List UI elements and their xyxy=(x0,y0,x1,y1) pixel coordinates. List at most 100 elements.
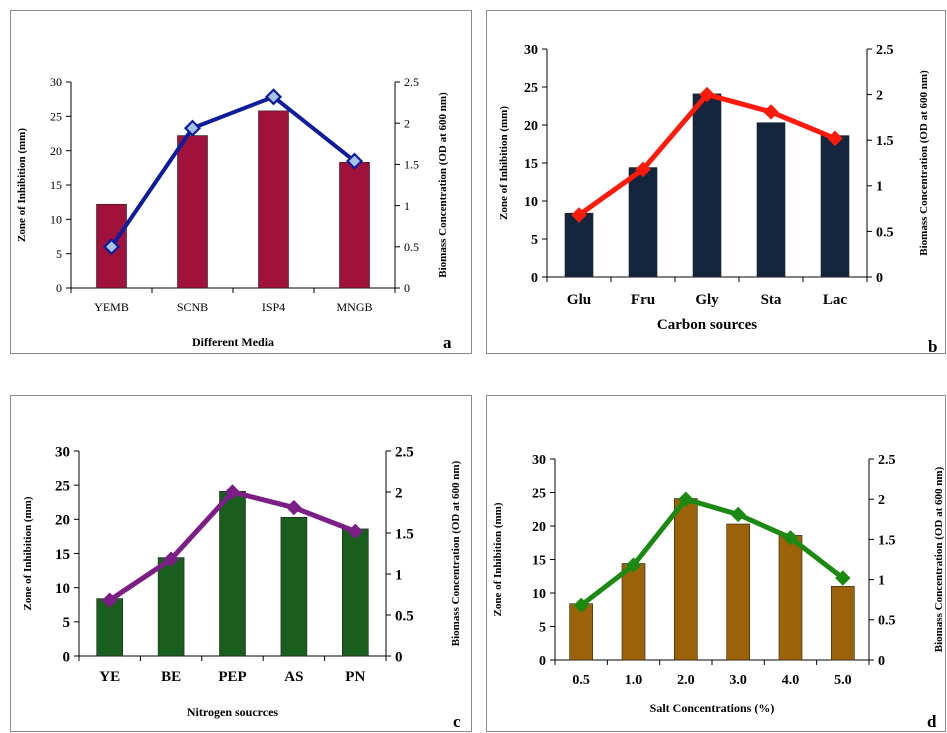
bar xyxy=(258,110,289,289)
y-axis-title: Zone of Inhibition (mm) xyxy=(492,502,504,616)
y2-tick-label: 0.5 xyxy=(395,608,414,624)
y-tick-label: 15 xyxy=(50,178,62,192)
y2-tick-label: 0 xyxy=(876,271,883,286)
category-label: MNGB xyxy=(336,300,372,314)
category-label: 3.0 xyxy=(729,673,747,688)
chart-c-canvas: 0 5 10 15 20 25 30 0 0.5 1 1.5 2 2.5 YE BE PEP AS PN Nitro… xyxy=(22,444,462,719)
y-tick-label: 30 xyxy=(55,444,70,460)
y2-axis-title: Biomass Concentration (OD at 600 nm) xyxy=(918,70,930,256)
y-tick-label: 25 xyxy=(50,110,62,124)
category-label: Gly xyxy=(695,292,719,308)
y-tick-label: 5 xyxy=(63,615,71,631)
line-marker xyxy=(163,551,179,567)
y2-tick-label: 1.5 xyxy=(878,533,896,548)
line-marker xyxy=(699,86,715,103)
x-axis-title: Salt Concentrations (%) xyxy=(650,701,775,715)
line-marker xyxy=(264,88,283,106)
y-tick-label: 5 xyxy=(531,233,538,248)
y-tick-label: 10 xyxy=(524,195,538,210)
bar xyxy=(621,563,646,661)
y2-tick-label: 1 xyxy=(876,180,883,195)
y-tick-label: 0 xyxy=(56,281,62,295)
y2-tick-label: 0.5 xyxy=(876,225,894,240)
line-marker xyxy=(625,557,642,573)
y-tick-label: 20 xyxy=(524,119,538,134)
category-label: SCNB xyxy=(177,300,208,314)
y2-tick-label: 0.5 xyxy=(878,614,896,629)
category-label: Lac xyxy=(823,292,848,308)
y2-tick-label: 1.5 xyxy=(404,158,419,172)
y2-axis-title: Biomass Concentration (OD at 600 nm) xyxy=(437,92,449,278)
y2-tick-label: 1.5 xyxy=(876,134,894,149)
x-axis-title: Carbon sources xyxy=(657,317,757,333)
y-tick-label: 30 xyxy=(532,453,546,468)
y-axis-title: Zone of Inhibition (mm) xyxy=(16,128,28,242)
bar xyxy=(726,523,750,661)
line-marker xyxy=(835,570,851,586)
chart-panel-b: 0 5 10 15 20 25 30 0 0.5 1 1.5 2 2.5 Glu Fru Gly Sta Lac C… xyxy=(486,10,946,356)
y-tick-label: 30 xyxy=(50,75,62,89)
bar xyxy=(341,528,369,657)
category-label: AS xyxy=(284,669,303,685)
panel-label-c: c xyxy=(453,712,461,731)
y-tick-label: 15 xyxy=(55,547,70,563)
bar xyxy=(339,162,370,289)
line-marker xyxy=(678,491,694,507)
y2-tick-label: 1 xyxy=(404,199,410,213)
bar xyxy=(756,122,786,278)
y-tick-label: 15 xyxy=(532,553,546,568)
y2-tick-label: 0 xyxy=(395,649,403,665)
category-label: ISP4 xyxy=(262,300,285,314)
category-label: 1.0 xyxy=(625,673,643,688)
bar xyxy=(674,498,698,661)
y2-tick-label: 2.5 xyxy=(878,453,896,468)
y-axis-title: Zone of Inhibition (mm) xyxy=(498,106,510,220)
chart-a-canvas: 0 5 10 15 20 25 30 0 0.5 1 1.5 2 2.5 YEMB SCNB ISP4 MNGB… xyxy=(16,75,449,349)
line-marker xyxy=(347,523,364,540)
chart-d-canvas: 0 5 10 15 20 25 30 0 0.5 1 1.5 2 2.5 0.5 1.0 2.0 3.0 4.0 5… xyxy=(492,453,945,715)
x-axis-title: Nitrogen soucrces xyxy=(187,705,279,719)
y-tick-label: 15 xyxy=(524,157,538,172)
bar xyxy=(177,135,208,289)
line-marker xyxy=(286,499,302,516)
line-marker xyxy=(782,530,799,546)
bar xyxy=(280,516,308,657)
y-tick-label: 0 xyxy=(539,654,546,669)
y-axis-title: Zone of Inhibition (mm) xyxy=(22,496,34,610)
y2-tick-label: 2 xyxy=(878,493,885,508)
y2-tick-label: 0.5 xyxy=(404,240,419,254)
panel-label-b: b xyxy=(928,337,938,356)
category-label: BE xyxy=(161,669,181,685)
line-marker xyxy=(102,238,121,256)
category-label: 5.0 xyxy=(834,673,852,688)
category-label: YE xyxy=(99,669,120,685)
bar xyxy=(564,212,594,278)
y-tick-label: 0 xyxy=(63,649,71,665)
y2-axis-title: Biomass Concentration (OD at 600 nm) xyxy=(450,460,462,646)
y-tick-label: 25 xyxy=(532,486,546,501)
bar xyxy=(628,167,658,278)
line-marker xyxy=(827,130,843,147)
line-marker xyxy=(183,119,202,137)
line-marker xyxy=(635,161,651,178)
bar xyxy=(157,557,185,657)
y2-tick-label: 0 xyxy=(878,654,885,669)
category-label: PN xyxy=(345,669,365,685)
y-tick-label: 0 xyxy=(531,271,538,286)
category-label: Sta xyxy=(761,292,782,308)
chart-panel-d: 0 5 10 15 20 25 30 0 0.5 1 1.5 2 2.5 0.5 1.0 2.0 3.0 4.0 5… xyxy=(486,395,946,732)
bar xyxy=(820,135,850,278)
chart-panel-c: 0 5 10 15 20 25 30 0 0.5 1 1.5 2 2.5 YE BE PEP AS PN Nitro… xyxy=(10,395,472,732)
category-label: Glu xyxy=(567,292,591,308)
line-marker xyxy=(573,597,589,614)
y2-tick-label: 2.5 xyxy=(404,75,419,89)
chart-b-canvas: 0 5 10 15 20 25 30 0 0.5 1 1.5 2 2.5 Glu Fru Gly Sta Lac C… xyxy=(498,43,930,333)
y-tick-label: 5 xyxy=(56,247,62,261)
y2-tick-label: 2.5 xyxy=(876,43,894,58)
line-marker xyxy=(730,506,746,523)
line-marker xyxy=(224,484,241,500)
y2-tick-label: 2.5 xyxy=(395,444,414,460)
y2-tick-label: 0 xyxy=(404,281,410,295)
category-label: 0.5 xyxy=(572,673,590,688)
line-marker xyxy=(571,207,587,223)
